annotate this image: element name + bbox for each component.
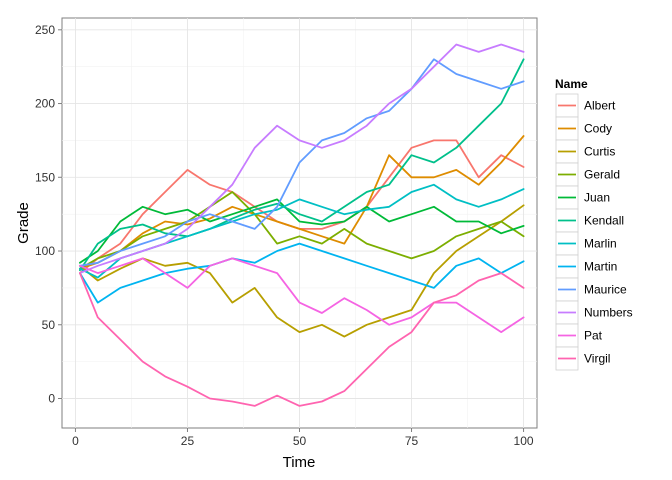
y-tick-label: 200 <box>35 97 55 111</box>
legend-label: Kendall <box>584 214 624 228</box>
legend-label: Marlin <box>584 237 617 251</box>
x-tick-label: 50 <box>293 434 307 448</box>
legend-label: Gerald <box>584 168 620 182</box>
legend-label: Juan <box>584 191 610 205</box>
series-line-maurice <box>79 58 525 267</box>
x-tick-label: 100 <box>514 434 534 448</box>
legend-label: Albert <box>584 99 616 113</box>
series-line-curtis <box>79 204 525 338</box>
y-tick-label: 0 <box>48 392 55 406</box>
legend-title: Name <box>555 77 588 91</box>
series-line-numbers <box>79 43 525 275</box>
series-line-juan <box>79 198 525 264</box>
y-axis-title: Grade <box>15 202 32 244</box>
legend-label: Martin <box>584 260 617 274</box>
series-lines <box>79 43 525 407</box>
series-line-martin <box>79 242 525 304</box>
series-line-kendall <box>79 58 525 272</box>
legend-label: Curtis <box>584 145 615 159</box>
series-line-gerald <box>79 191 525 270</box>
x-axis-ticks: 0 25 50 75 100 <box>72 428 534 448</box>
series-line-pat <box>79 257 525 334</box>
x-tick-label: 0 <box>72 434 79 448</box>
y-tick-label: 50 <box>42 318 56 332</box>
legend-label: Virgil <box>584 352 610 366</box>
y-tick-label: 150 <box>35 170 55 184</box>
gridlines <box>62 18 537 428</box>
series-line-cody <box>79 135 525 270</box>
series-line-virgil <box>79 272 525 407</box>
legend-label: Cody <box>584 122 612 136</box>
y-axis-ticks: 0 50 100 150 200 250 <box>35 23 62 406</box>
legend: Albert Cody Curtis Gerald Juan Kendall Marlin M… <box>555 93 633 371</box>
legend-label: Numbers <box>584 306 633 320</box>
x-tick-label: 25 <box>181 434 195 448</box>
y-tick-label: 250 <box>35 23 55 37</box>
legend-label: Pat <box>584 329 603 343</box>
legend-label: Maurice <box>584 283 627 297</box>
y-tick-label: 100 <box>35 244 55 258</box>
x-tick-label: 75 <box>405 434 419 448</box>
x-axis-title: Time <box>283 454 316 471</box>
